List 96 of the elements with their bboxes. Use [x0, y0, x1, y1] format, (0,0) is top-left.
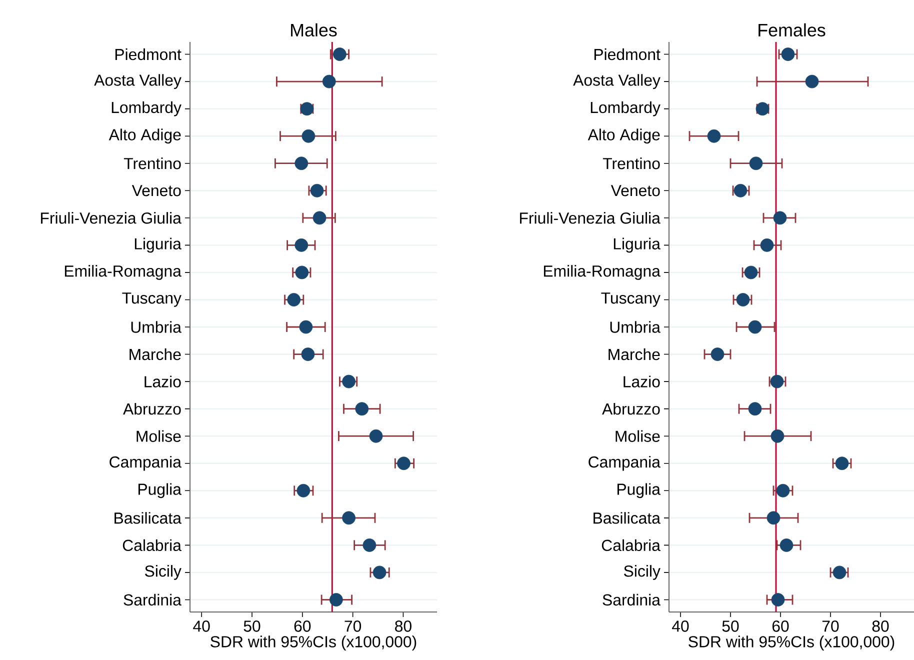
y-tick-label: Puglia [138, 483, 182, 498]
y-tick-label: Basilicata [114, 512, 182, 524]
y-tick-label: Marche [608, 348, 660, 360]
y-tick-label: Veneto [132, 185, 181, 196]
chart-title: Females [758, 23, 826, 36]
point [748, 402, 762, 416]
point [805, 74, 819, 88]
point [770, 429, 784, 443]
y-tick-label: Liguria [134, 238, 182, 253]
y-tick-label: Friuli-Venezia Giulia [41, 212, 182, 224]
x-axis-title: SDR with 95%CIs (x100,000) [688, 636, 894, 650]
chart-title: Males [291, 23, 337, 36]
y-tick-label: Calabria [602, 539, 660, 552]
point [748, 320, 762, 334]
point [734, 184, 748, 198]
y-tick-label: Emilia-Romagna [64, 265, 182, 280]
y-tick-label: Sardinia [124, 594, 182, 606]
y-tick-label: Umbria [131, 321, 182, 333]
point [310, 184, 324, 198]
point [781, 48, 795, 61]
y-tick-label: Emilia-Romagna [544, 265, 660, 280]
y-tick-label: Lazio [144, 376, 181, 388]
point [770, 374, 784, 388]
point [322, 74, 336, 88]
y-tick-label: Basilicata [594, 512, 660, 524]
y-tick-label: Calabria [122, 539, 182, 552]
point [312, 211, 326, 225]
point [710, 348, 724, 361]
point [397, 456, 410, 470]
point [333, 48, 346, 61]
point [707, 129, 721, 143]
y-tick-label: Sardinia [602, 594, 660, 606]
y-tick-label: Alto Adige [588, 128, 660, 144]
x-tick-label: 80 [395, 620, 412, 632]
x-tick-label: 80 [872, 620, 889, 632]
x-tick-label: 50 [244, 620, 260, 632]
point [766, 511, 780, 525]
x-axis-title: SDR with 95%CIs (x100,000) [210, 636, 416, 650]
y-tick-label: Aosta Valley [94, 74, 182, 89]
point [287, 293, 301, 306]
x-tick-label: 70 [822, 620, 839, 632]
y-tick-label: Friuli-Venezia Giulia [520, 212, 660, 224]
point [296, 484, 310, 498]
x-tick-label: 60 [294, 620, 311, 632]
y-tick-label: Lazio [624, 376, 660, 388]
y-tick-label: Molise [136, 430, 181, 442]
point [294, 238, 308, 252]
y-tick-label: Molise [616, 430, 660, 442]
y-tick-label: Alto Adige [108, 128, 181, 144]
point [776, 484, 790, 498]
point [736, 293, 750, 306]
y-tick-label: Puglia [617, 483, 660, 498]
point [295, 266, 309, 280]
y-tick-label: Abruzzo [602, 402, 660, 415]
point [301, 348, 315, 361]
y-tick-label: Marche [130, 348, 181, 360]
x-tick-label: 40 [672, 620, 689, 632]
point [342, 374, 356, 388]
point [835, 456, 849, 470]
y-tick-label: Piedmont [115, 48, 182, 60]
y-tick-label: Abruzzo [123, 402, 181, 415]
y-tick-label: Trentino [124, 158, 181, 170]
point [780, 538, 794, 552]
point [342, 511, 356, 525]
y-tick-label: Trentino [602, 158, 660, 170]
y-tick-label: Tuscany [601, 292, 660, 307]
point [744, 266, 758, 280]
y-tick-label: Campania [588, 456, 660, 471]
point [369, 429, 383, 443]
y-tick-label: Veneto [610, 185, 660, 196]
y-tick-label: Campania [110, 456, 182, 471]
point [773, 211, 787, 225]
point [832, 566, 846, 580]
point [771, 593, 785, 606]
point [355, 402, 369, 416]
y-tick-label: Sicily [145, 565, 182, 580]
y-tick-label: Lombardy [112, 101, 182, 116]
point [294, 156, 308, 170]
y-tick-label: Sicily [624, 565, 660, 580]
y-tick-label: Aosta Valley [573, 74, 660, 89]
y-tick-label: Lombardy [590, 101, 660, 116]
x-tick-label: 40 [193, 620, 210, 632]
y-tick-label: Tuscany [122, 292, 182, 307]
y-tick-label: Piedmont [594, 48, 660, 60]
point [362, 538, 376, 552]
point [299, 320, 313, 334]
point [749, 156, 763, 170]
y-tick-label: Umbria [610, 321, 660, 333]
x-tick-label: 70 [344, 620, 362, 632]
x-tick-label: 60 [772, 620, 789, 632]
point [329, 593, 343, 606]
point [372, 566, 386, 580]
point [760, 238, 774, 252]
point [302, 129, 316, 143]
y-tick-label: Liguria [614, 238, 660, 253]
x-tick-label: 50 [722, 620, 739, 632]
